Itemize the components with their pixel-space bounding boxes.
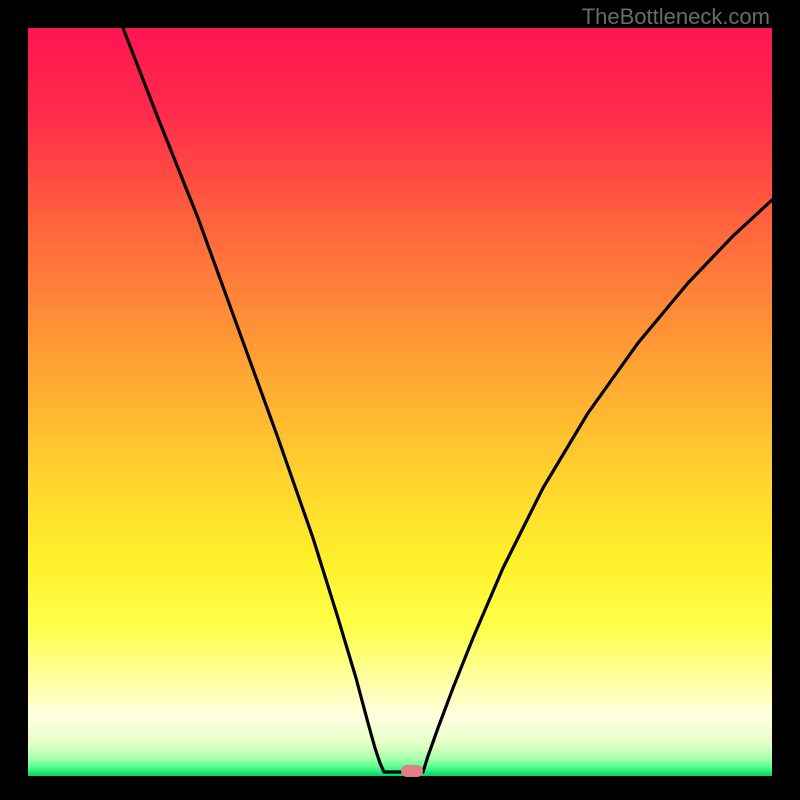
watermark-text: TheBottleneck.com	[582, 4, 770, 30]
plot-gradient-background	[28, 28, 772, 776]
plot-area	[28, 28, 772, 776]
chart-container: { "canvas": { "width": 800, "height": 80…	[0, 0, 800, 800]
optimum-marker	[401, 765, 423, 777]
